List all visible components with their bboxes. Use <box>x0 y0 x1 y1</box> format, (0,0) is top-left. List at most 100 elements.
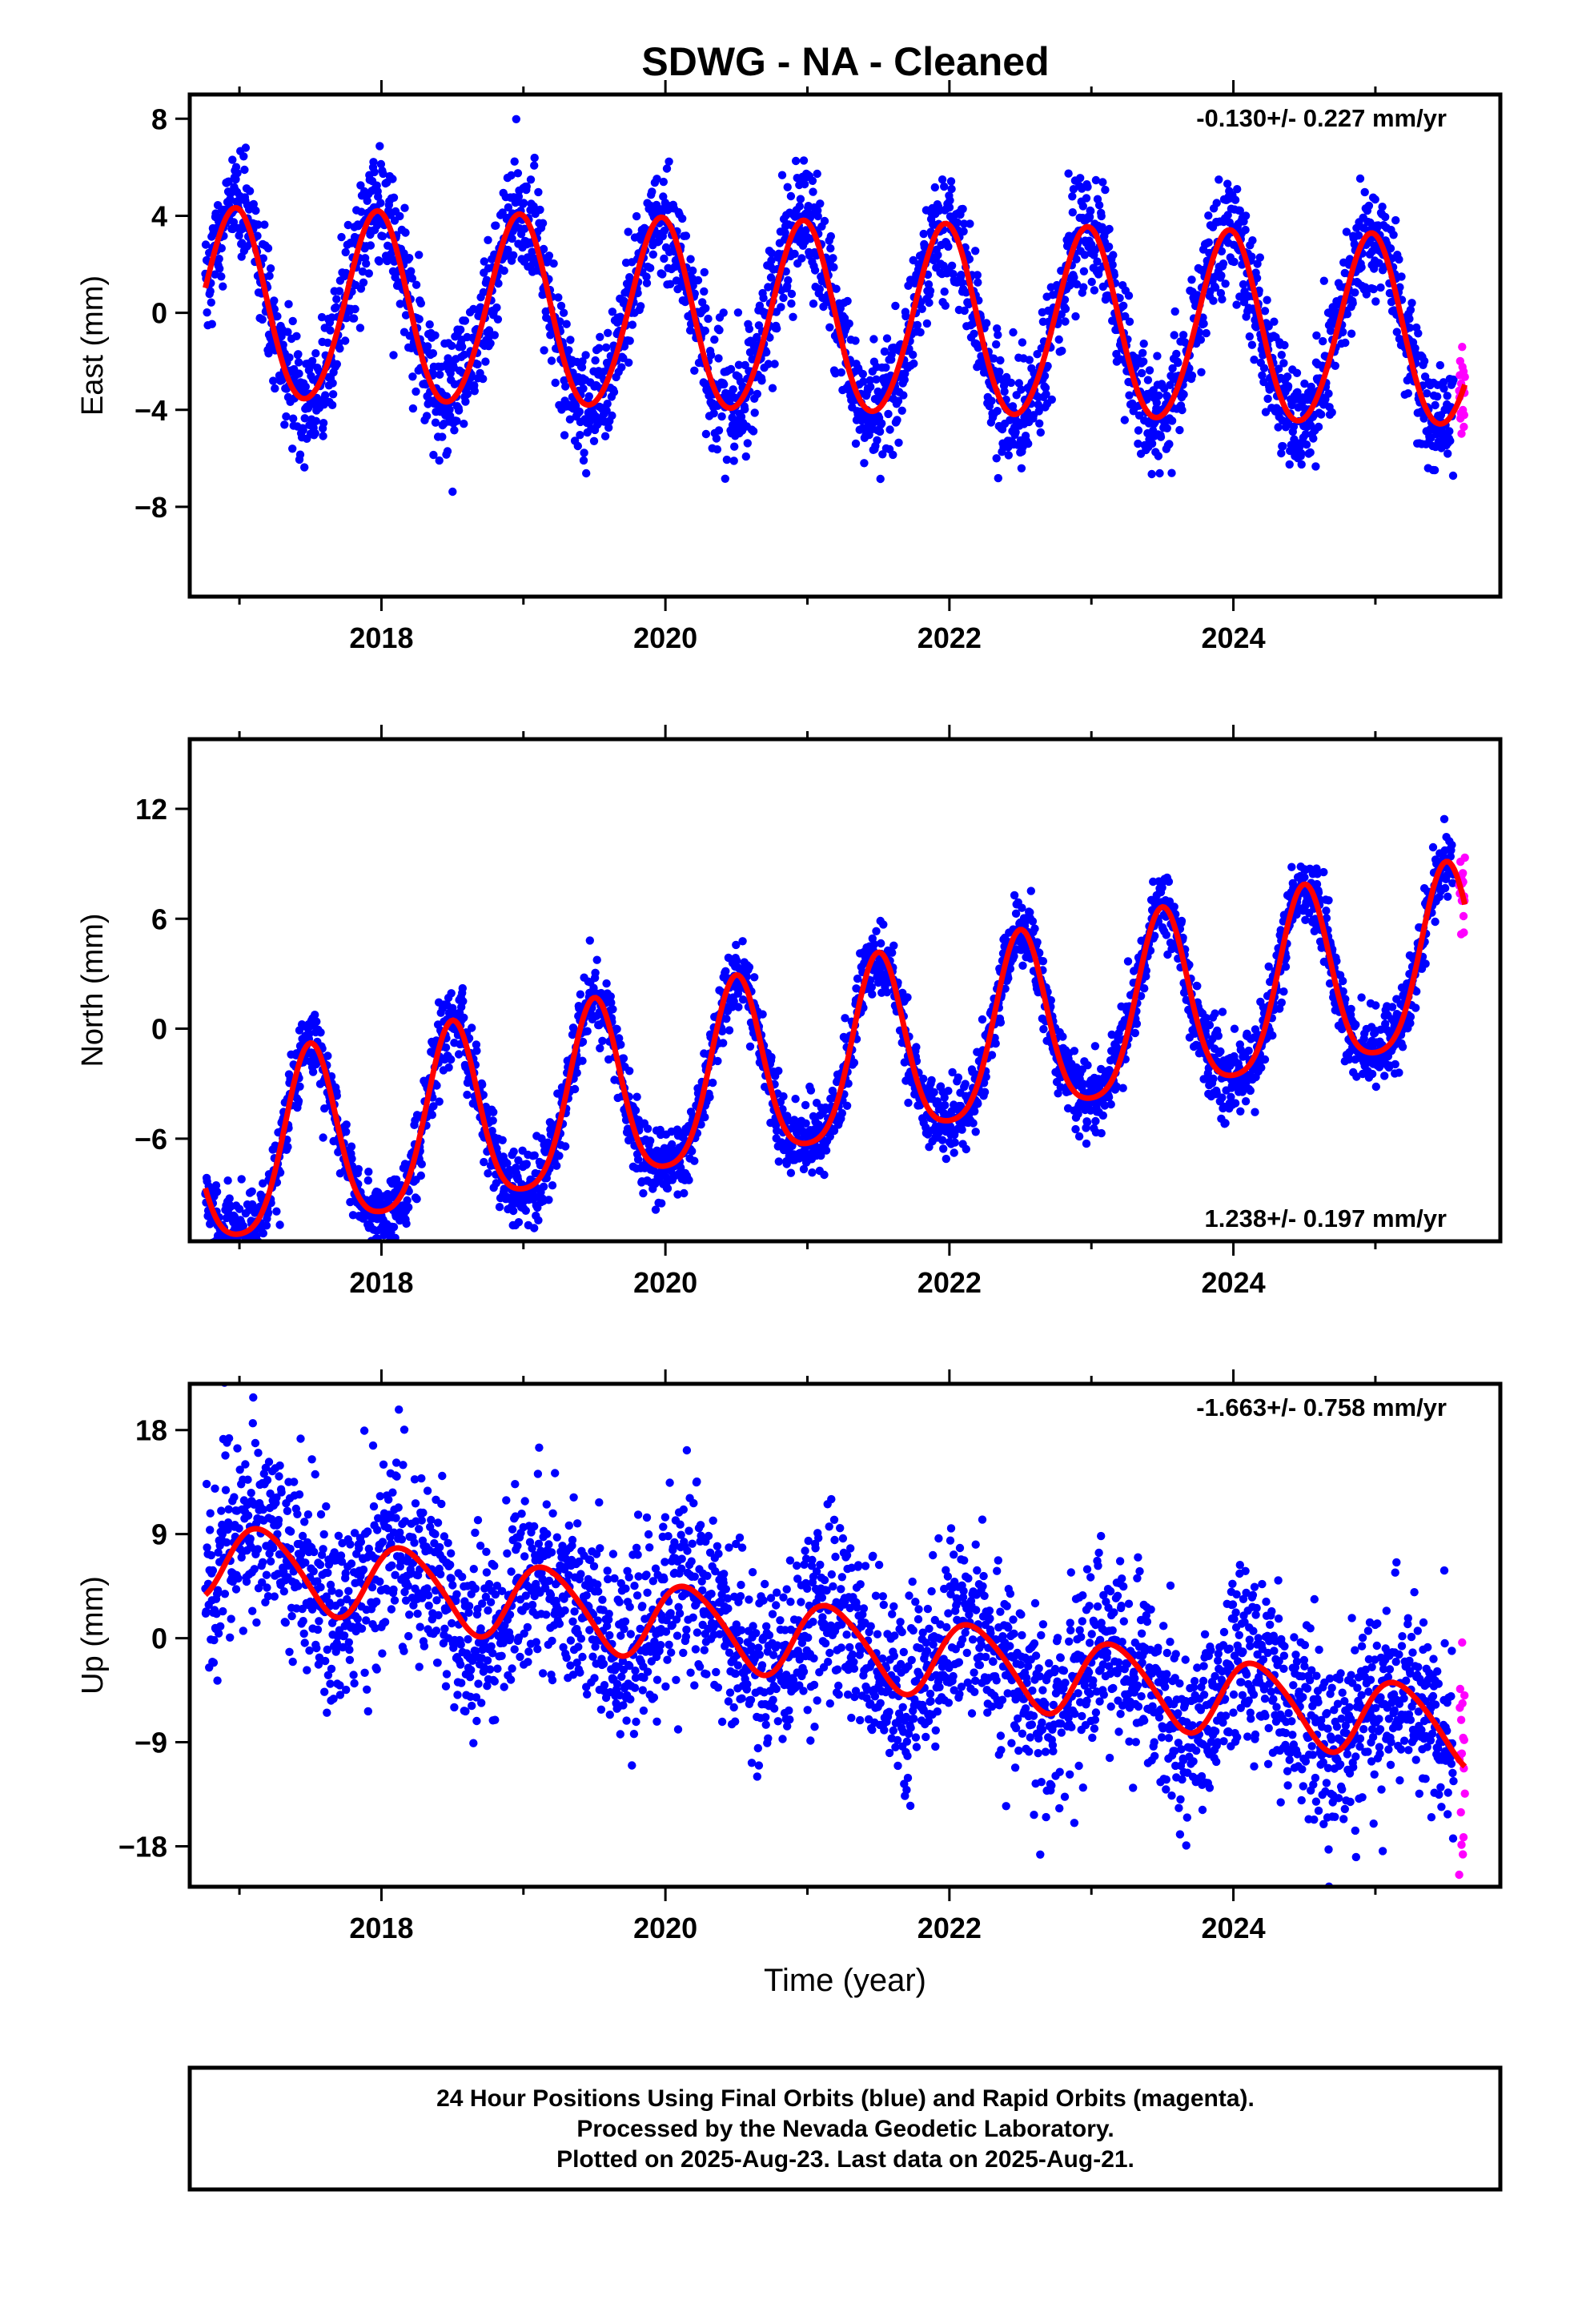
final-orbit-point <box>1097 211 1106 221</box>
final-orbit-point <box>1004 974 1013 983</box>
final-orbit-point <box>888 948 897 957</box>
final-orbit-point <box>759 294 768 303</box>
final-orbit-point <box>408 274 417 283</box>
final-orbit-point <box>1247 340 1257 349</box>
final-orbit-point <box>714 426 724 435</box>
final-orbit-point <box>217 272 226 281</box>
final-orbit-point <box>555 1152 564 1160</box>
final-orbit-point <box>825 323 834 332</box>
final-orbit-point <box>275 1220 284 1229</box>
final-orbit-point <box>891 301 900 311</box>
final-orbit-point <box>526 175 536 184</box>
final-orbit-point <box>625 1067 634 1076</box>
final-orbit-point <box>840 314 849 323</box>
final-orbit-point <box>966 219 974 228</box>
final-orbit-point <box>239 1221 247 1231</box>
final-orbit-point <box>953 218 962 227</box>
final-orbit-point <box>417 1160 426 1168</box>
final-orbit-point <box>1283 382 1293 391</box>
final-orbit-point <box>709 1078 717 1088</box>
final-orbit-point <box>1218 295 1227 304</box>
final-orbit-point <box>375 142 384 151</box>
final-orbit-point <box>1369 284 1378 294</box>
final-orbit-point <box>490 331 499 340</box>
final-orbit-point <box>544 1196 553 1204</box>
final-orbit-point <box>796 195 805 203</box>
final-orbit-point <box>925 298 934 308</box>
final-orbit-point <box>536 205 544 215</box>
final-orbit-point <box>1035 419 1044 428</box>
final-orbit-point <box>820 216 829 226</box>
final-orbit-point <box>600 432 610 440</box>
final-orbit-point <box>1215 175 1223 184</box>
final-orbit-point <box>789 312 797 321</box>
final-orbit-point <box>842 1101 852 1111</box>
final-orbit-point <box>251 206 260 215</box>
final-orbit-point <box>582 468 591 478</box>
final-orbit-point <box>489 1108 498 1117</box>
final-orbit-point <box>233 169 242 178</box>
final-orbit-point <box>1199 320 1208 328</box>
final-orbit-point <box>211 1181 221 1190</box>
final-orbit-point <box>989 354 998 363</box>
final-orbit-point <box>646 263 655 272</box>
final-orbit-point <box>1407 299 1416 308</box>
final-orbit-point <box>404 1203 413 1212</box>
final-orbit-point <box>342 1128 351 1136</box>
final-orbit-point <box>795 202 804 211</box>
final-orbit-point <box>957 271 966 279</box>
final-orbit-point <box>970 329 978 338</box>
final-orbit-point <box>767 1052 776 1062</box>
final-orbit-point <box>1360 187 1369 197</box>
x-tick-label: 2022 <box>917 621 982 654</box>
final-orbit-point <box>436 370 444 379</box>
rate-label: -0.130+/- 0.227 mm/yr <box>1196 104 1447 132</box>
final-orbit-point <box>1034 407 1043 416</box>
final-orbit-point <box>452 416 461 425</box>
final-orbit-point <box>632 211 641 221</box>
final-orbit-point <box>1170 307 1179 316</box>
final-orbit-point <box>678 214 687 223</box>
final-orbit-point <box>730 442 739 451</box>
final-orbit-point <box>673 1190 682 1199</box>
final-orbit-point <box>725 1026 734 1035</box>
final-orbit-point <box>402 1219 411 1228</box>
final-orbit-point <box>341 336 350 345</box>
final-orbit-point <box>1306 448 1315 457</box>
final-orbit-point <box>484 1169 492 1178</box>
final-orbit-point <box>239 152 248 161</box>
final-orbit-point <box>774 1157 783 1166</box>
final-orbit-point <box>885 425 894 434</box>
final-orbit-point <box>1101 185 1110 195</box>
final-orbit-point <box>295 1082 304 1092</box>
final-orbit-point <box>851 336 860 345</box>
final-orbit-point <box>1138 348 1147 357</box>
final-orbit-point <box>388 1253 396 1261</box>
final-orbit-point <box>1174 358 1182 368</box>
final-orbit-point <box>408 372 417 381</box>
final-orbit-point <box>710 335 719 344</box>
final-orbit-point <box>659 177 668 187</box>
final-orbit-point <box>1381 212 1390 222</box>
final-orbit-point <box>1054 335 1063 344</box>
final-orbit-point <box>509 1147 518 1156</box>
final-orbit-point <box>660 254 669 263</box>
final-orbit-point <box>311 349 320 358</box>
final-orbit-point <box>492 221 500 230</box>
final-orbit-point <box>460 350 468 360</box>
final-orbit-point <box>538 219 548 227</box>
final-orbit-point <box>1155 468 1164 478</box>
final-orbit-point <box>882 334 892 343</box>
final-orbit-point <box>540 346 548 355</box>
final-orbit-point <box>719 308 728 317</box>
final-orbit-point <box>580 448 588 457</box>
final-orbit-point <box>829 1126 839 1136</box>
final-orbit-point <box>741 404 749 414</box>
final-orbit-point <box>401 228 410 237</box>
final-orbit-point <box>1006 378 1016 388</box>
final-orbit-point <box>595 344 604 352</box>
final-orbit-point <box>1448 471 1458 480</box>
final-orbit-point <box>391 1175 401 1184</box>
final-orbit-point <box>1405 314 1414 324</box>
final-orbit-point <box>520 224 529 233</box>
